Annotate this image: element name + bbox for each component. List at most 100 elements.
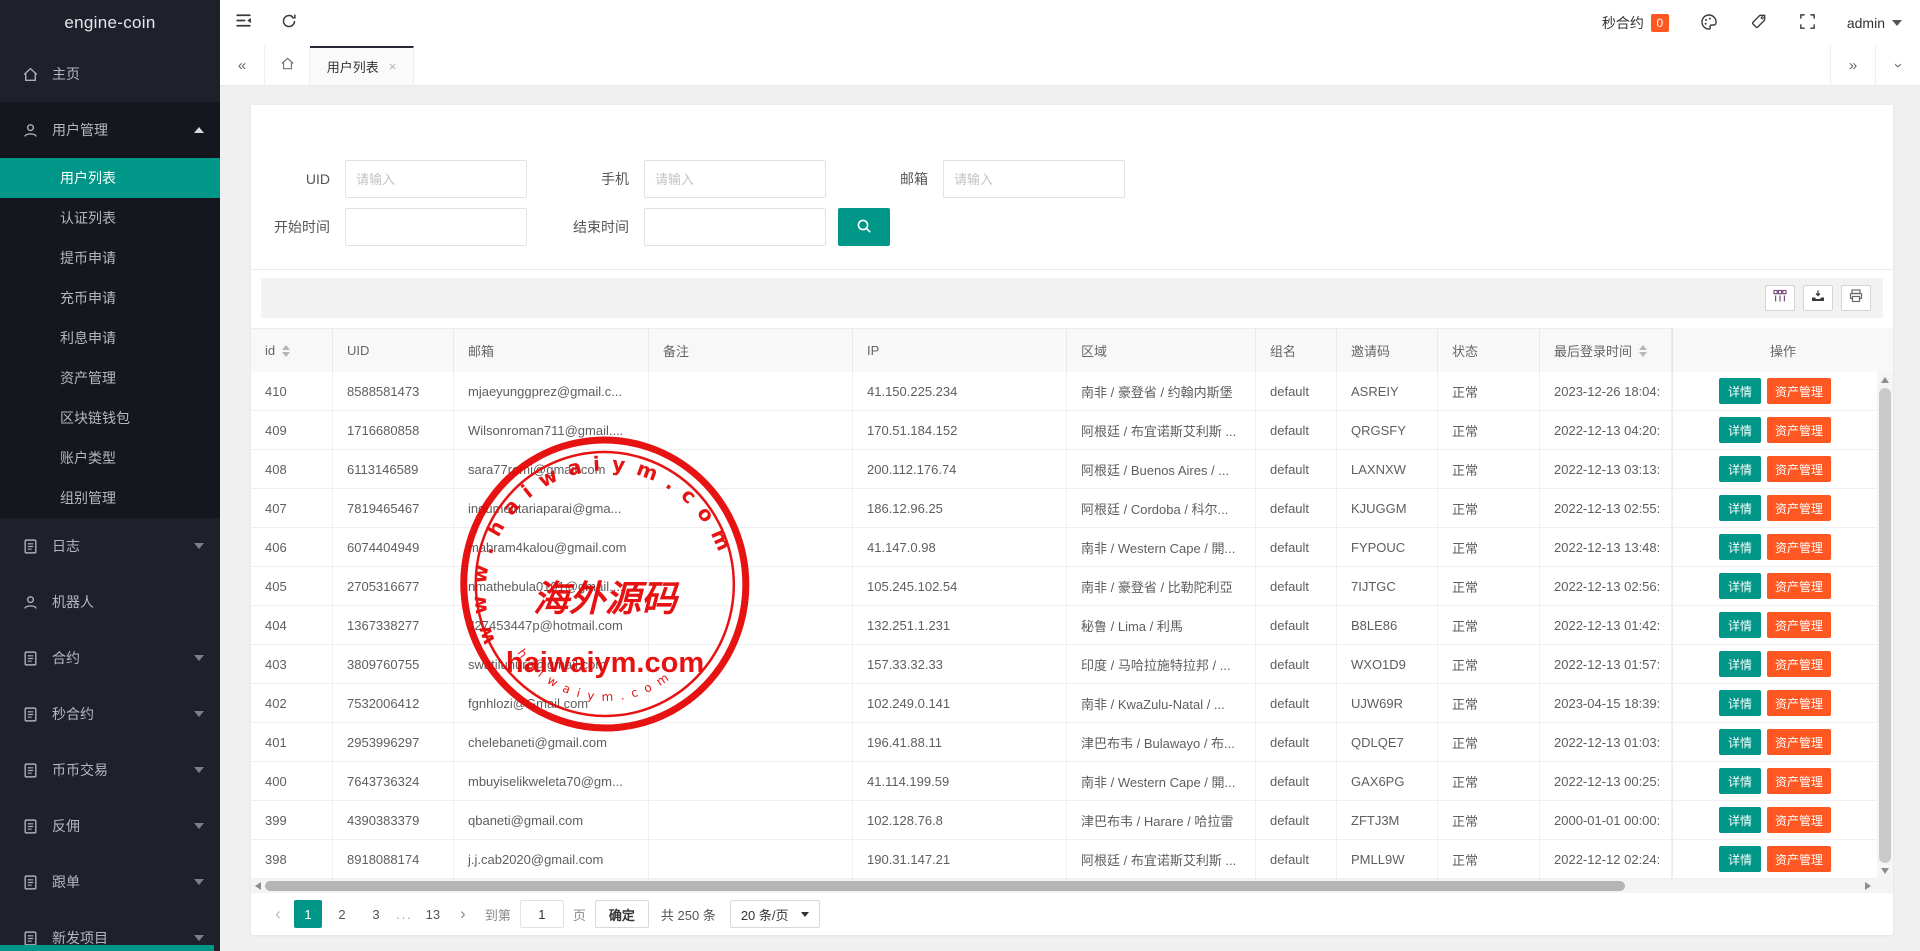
sidebar-item-组别管理[interactable]: 组别管理 (0, 478, 220, 518)
detail-button[interactable]: 详情 (1718, 456, 1761, 482)
sidebar-item-秒合约[interactable]: 秒合约 (0, 686, 220, 742)
sidebar-bottom-indicator (0, 945, 214, 951)
prev-page-button[interactable]: ‹ (275, 904, 281, 923)
detail-button[interactable]: 详情 (1718, 573, 1761, 599)
asset-manage-button[interactable]: 资产管理 (1767, 378, 1832, 404)
asset-manage-button[interactable]: 资产管理 (1767, 690, 1832, 716)
sort-icon[interactable] (282, 344, 291, 357)
detail-button[interactable]: 详情 (1718, 651, 1761, 677)
vertical-scrollbar-thumb[interactable] (1879, 388, 1891, 863)
sidebar-item-label: 账户类型 (60, 450, 116, 466)
print-button[interactable] (1841, 285, 1871, 311)
UID-input[interactable] (345, 160, 527, 198)
sidebar-item-认证列表[interactable]: 认证列表 (0, 198, 220, 238)
结束时间-input[interactable] (644, 208, 826, 246)
notification-badge: 0 (1650, 14, 1669, 32)
开始时间-input[interactable] (345, 208, 527, 246)
sidebar-collapse-button[interactable] (220, 0, 266, 46)
asset-manage-button[interactable]: 资产管理 (1767, 807, 1832, 833)
sidebar-item-机器人[interactable]: 机器人 (0, 574, 220, 630)
chevron-down-icon (1892, 20, 1902, 26)
asset-manage-button[interactable]: 资产管理 (1767, 495, 1832, 521)
tabs-menu-button[interactable]: › (1875, 46, 1920, 85)
detail-button[interactable]: 详情 (1718, 534, 1761, 560)
topbar-right: 秒合约 0 admin (1572, 12, 1920, 35)
asset-manage-button[interactable]: 资产管理 (1767, 612, 1832, 638)
sidebar-item-币币交易[interactable]: 币币交易 (0, 742, 220, 798)
asset-manage-button[interactable]: 资产管理 (1767, 651, 1832, 677)
sidebar-item-主页[interactable]: 主页 (0, 46, 220, 102)
refresh-button[interactable] (266, 0, 312, 46)
asset-manage-button[interactable]: 资产管理 (1767, 768, 1832, 794)
sidebar-item-合约[interactable]: 合约 (0, 630, 220, 686)
sidebar-item-用户管理[interactable]: 用户管理 (0, 102, 220, 158)
tag-button[interactable] (1749, 12, 1768, 34)
sidebar-item-区块链钱包[interactable]: 区块链钱包 (0, 398, 220, 438)
detail-button[interactable]: 详情 (1718, 729, 1761, 755)
sidebar-item-充币申请[interactable]: 充币申请 (0, 278, 220, 318)
close-icon[interactable]: × (388, 59, 397, 74)
asset-manage-button[interactable]: 资产管理 (1767, 846, 1832, 872)
sidebar-item-资产管理[interactable]: 资产管理 (0, 358, 220, 398)
tab-home[interactable] (265, 46, 310, 85)
sidebar-item-账户类型[interactable]: 账户类型 (0, 438, 220, 478)
cell-invite: ZFTJ3M (1337, 801, 1438, 839)
chevron-down-icon (194, 823, 204, 829)
cell-region: 阿根廷 / Buenos Aires / ... (1067, 450, 1256, 488)
detail-button[interactable]: 详情 (1718, 846, 1761, 872)
scroll-up-arrow-icon[interactable] (1881, 377, 1889, 383)
scroll-left-arrow-icon[interactable] (255, 882, 261, 890)
sidebar-item-用户列表[interactable]: 用户列表 (0, 158, 220, 198)
sidebar-item-提币申请[interactable]: 提币申请 (0, 238, 220, 278)
page-button-13[interactable]: 13 (425, 906, 441, 922)
cell-uid: 6074404949 (333, 528, 454, 566)
detail-button[interactable]: 详情 (1718, 807, 1761, 833)
cell-note (649, 801, 853, 839)
detail-button[interactable]: 详情 (1718, 378, 1761, 404)
邮箱-input[interactable] (943, 160, 1125, 198)
sidebar-item-反佣[interactable]: 反佣 (0, 798, 220, 854)
detail-button[interactable]: 详情 (1718, 612, 1761, 638)
sidebar-item-跟单[interactable]: 跟单 (0, 854, 220, 910)
sec-contract-link[interactable]: 秒合约 0 (1602, 13, 1669, 33)
vertical-scrollbar[interactable] (1877, 372, 1893, 879)
detail-button[interactable]: 详情 (1718, 495, 1761, 521)
scroll-down-arrow-icon[interactable] (1881, 868, 1889, 874)
detail-button[interactable]: 详情 (1718, 690, 1761, 716)
asset-manage-button[interactable]: 资产管理 (1767, 456, 1832, 482)
cell-group: default (1256, 372, 1337, 410)
fullscreen-button[interactable] (1798, 12, 1817, 34)
columns-filter-button[interactable] (1765, 285, 1795, 311)
sort-icon[interactable] (1639, 344, 1648, 357)
detail-button[interactable]: 详情 (1718, 417, 1761, 443)
user-menu[interactable]: admin (1847, 15, 1902, 31)
sidebar-item-日志[interactable]: 日志 (0, 518, 220, 574)
goto-page-input[interactable] (519, 900, 564, 928)
scroll-right-arrow-icon[interactable] (1865, 882, 1871, 890)
confirm-button[interactable]: 确定 (594, 900, 649, 928)
asset-manage-button[interactable]: 资产管理 (1767, 573, 1832, 599)
column-header-last_login[interactable]: 最后登录时间 (1540, 329, 1672, 372)
sidebar-item-利息申请[interactable]: 利息申请 (0, 318, 220, 358)
tab-user-list[interactable]: 用户列表 × (310, 46, 414, 85)
horizontal-scrollbar[interactable] (251, 879, 1893, 893)
asset-manage-button[interactable]: 资产管理 (1767, 417, 1832, 443)
page-button-2[interactable]: 2 (338, 906, 346, 922)
per-page-select[interactable]: 20 条/页 (729, 900, 820, 928)
horizontal-scrollbar-thumb[interactable] (265, 881, 1625, 891)
detail-button[interactable]: 详情 (1718, 768, 1761, 794)
page-button-3[interactable]: 3 (372, 906, 380, 922)
asset-manage-button[interactable]: 资产管理 (1767, 534, 1832, 560)
asset-manage-button[interactable]: 资产管理 (1767, 729, 1832, 755)
tabs-scroll-right-button[interactable]: » (1830, 46, 1875, 85)
search-button[interactable] (838, 208, 890, 246)
column-header-id[interactable]: id (251, 329, 333, 372)
page-button-1[interactable]: 1 (294, 900, 322, 928)
next-page-button[interactable]: › (460, 904, 466, 923)
手机-input[interactable] (644, 160, 826, 198)
sidebar-item-新发项目[interactable]: 新发项目 (0, 910, 220, 951)
export-button[interactable] (1803, 285, 1833, 311)
theme-button[interactable] (1699, 12, 1719, 35)
tabs-scroll-left-button[interactable]: « (220, 46, 265, 85)
cell-uid: 8588581473 (333, 372, 454, 410)
